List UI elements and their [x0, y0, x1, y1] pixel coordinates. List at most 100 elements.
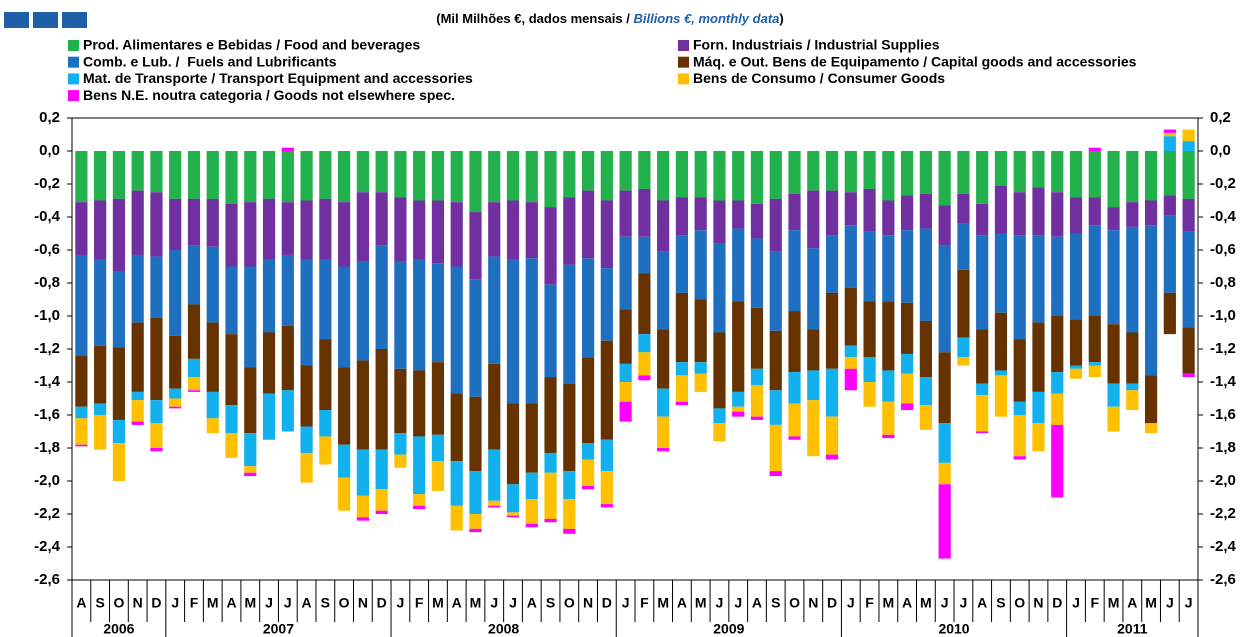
legend-label: Comb. e Lub. / Fuels and Lubrificants	[83, 53, 337, 69]
bar-segment	[769, 330, 782, 391]
bar-segment	[788, 193, 801, 231]
bar-segment	[1032, 187, 1045, 236]
bar-segment	[112, 198, 126, 272]
x-tick-label: A	[452, 595, 462, 611]
bar-segment	[244, 472, 257, 477]
year-label: 2011	[1117, 621, 1148, 637]
x-tick-label: D	[827, 595, 837, 611]
y-tick-label: 0,2	[39, 109, 60, 126]
bar-segment	[675, 401, 689, 406]
bar-segment	[1144, 375, 1158, 424]
bar-segment	[1069, 233, 1083, 320]
bar-segment	[825, 292, 839, 369]
bar-segment	[694, 197, 707, 231]
bar-segment	[863, 357, 876, 382]
x-tick-label: M	[1108, 595, 1120, 611]
bar-segment	[1051, 192, 1064, 237]
bar-segment	[94, 345, 107, 404]
bar-segment	[750, 368, 764, 386]
bar-segment	[94, 415, 107, 450]
x-tick-label: A	[902, 595, 912, 611]
bar-segment	[976, 329, 989, 384]
bar-segment	[525, 403, 538, 473]
x-tick-label: J	[716, 595, 724, 611]
bar-segment	[413, 151, 426, 201]
bar-segment	[375, 510, 388, 514]
bar-segment	[1126, 390, 1139, 411]
bar-segment	[657, 388, 670, 417]
bar-segment	[1088, 365, 1101, 378]
bar-segment	[619, 401, 632, 422]
bar-segment	[150, 423, 163, 448]
x-tick-label: J	[734, 595, 742, 611]
bar-segment	[713, 243, 726, 333]
x-tick-label: M	[1145, 595, 1157, 611]
bar-segment	[413, 494, 426, 506]
bar-segment	[338, 444, 351, 478]
bar-segment	[356, 495, 369, 518]
bar-segment	[882, 401, 895, 435]
bar-segment	[450, 202, 463, 267]
bar-segment	[750, 238, 764, 308]
bar-segment	[431, 151, 445, 201]
x-tick-label: D	[602, 595, 612, 611]
legend-label: Prod. Alimentares e Bebidas / Food and b…	[83, 37, 420, 53]
bar-segment	[131, 151, 144, 191]
bar-segment	[150, 448, 163, 452]
year-label: 2006	[103, 621, 134, 637]
y-tick-label: -1,0	[34, 307, 60, 324]
bar-segment	[375, 489, 388, 511]
bar-segment	[1069, 197, 1083, 234]
x-tick-label: S	[95, 595, 104, 611]
x-tick-label: O	[113, 595, 124, 611]
bar-segment	[882, 301, 895, 371]
decor-block	[62, 12, 87, 28]
bar-segment	[75, 254, 88, 356]
bar-segment	[901, 151, 914, 196]
legend-label: Bens N.E. noutra categoria / Goods not e…	[83, 87, 455, 103]
x-tick-label: J	[171, 595, 179, 611]
bar-segment	[675, 292, 689, 363]
bar-segment	[206, 418, 219, 434]
bar-segment	[1069, 365, 1083, 369]
bar-segment	[262, 198, 276, 260]
bar-segment	[262, 393, 276, 440]
year-label: 2007	[263, 621, 294, 637]
bar-segment	[938, 205, 951, 246]
bar-segment	[1182, 129, 1195, 142]
x-tick-label: N	[1033, 595, 1043, 611]
x-tick-label: J	[941, 595, 949, 611]
bar-segment	[1013, 339, 1026, 402]
year-label: 2008	[488, 621, 519, 637]
bar-segment	[882, 151, 895, 201]
bar-segment	[769, 390, 782, 425]
x-tick-label: A	[302, 595, 312, 611]
bar-segment	[732, 391, 745, 407]
bar-segment	[600, 268, 613, 341]
bar-segment	[788, 403, 801, 437]
bar-segment	[863, 188, 876, 232]
bar-segment	[732, 406, 745, 412]
bar-segment	[769, 151, 782, 199]
bar-segment	[1144, 200, 1158, 226]
bar-segment	[1051, 236, 1064, 316]
bar-segment	[281, 202, 294, 255]
bar-segment	[525, 258, 538, 404]
bar-segment	[1144, 225, 1158, 376]
bar-segment	[1088, 225, 1101, 316]
y-tick-label: -1,2	[34, 340, 60, 357]
bar-segment	[431, 434, 445, 462]
bar-segment	[994, 233, 1008, 313]
bar-segment	[788, 372, 801, 404]
bar-segment	[807, 248, 820, 330]
bar-segment	[1032, 423, 1045, 452]
bar-segment	[431, 263, 445, 363]
bar-segment	[694, 362, 707, 374]
bar-segment	[675, 362, 689, 376]
bar-segment	[131, 322, 144, 392]
x-tick-label: M	[883, 595, 895, 611]
bar-segment	[938, 484, 951, 559]
bar-segment	[1126, 226, 1139, 333]
bar-segment	[1182, 198, 1195, 232]
bar-segment	[150, 151, 163, 193]
